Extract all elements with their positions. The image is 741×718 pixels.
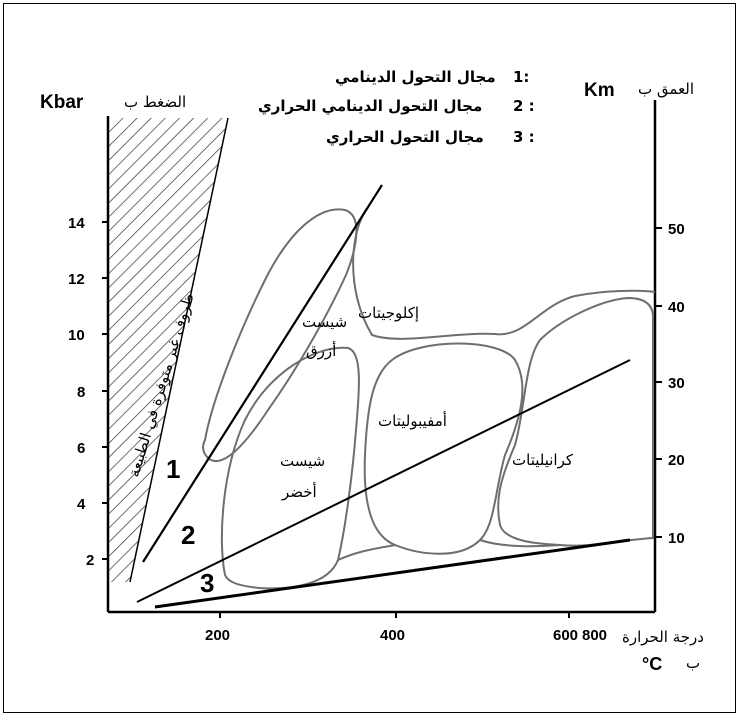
bottom-axis-title-800: 800 — [582, 627, 607, 644]
legend-item-2-num: 2 : — [513, 97, 535, 115]
left-tick-12: 12 — [68, 271, 85, 288]
lower-boundary — [337, 539, 561, 561]
bottom-axis-ticks — [219, 612, 570, 618]
legend-item-3-num: 3 : — [513, 128, 535, 146]
eclogite-boundary — [352, 206, 656, 340]
right-tick-50: 50 — [668, 221, 685, 238]
green-schist-label-1: شيست — [280, 452, 325, 470]
blue-schist-field — [202, 208, 358, 462]
bottom-axis-title-ar-2: ب — [686, 654, 700, 672]
line-thermal — [154, 538, 631, 609]
line-label-3: 3 — [200, 568, 214, 598]
bottom-axis-title-unit: °C — [642, 654, 662, 674]
left-tick-6: 6 — [77, 440, 85, 457]
line-dynamic — [142, 184, 383, 563]
blue-schist-label-1: شيست — [302, 313, 347, 331]
bottom-axis-title-ar: درجة الحرارة — [622, 628, 704, 646]
left-axis-title-unit: Kbar — [40, 92, 84, 113]
regime-lines — [136, 184, 631, 609]
legend-item-3-text: مجال التحول الحراري — [326, 128, 484, 147]
legend-item-2-text: مجال التحول الدينامي الحراري — [258, 97, 482, 116]
legend: مجال التحول الدينامي 1: مجال التحول الدي… — [258, 68, 535, 147]
right-tick-30: 30 — [668, 375, 685, 392]
amphibolite-label: أمفيبوليتات — [378, 411, 447, 430]
facies-outlines — [202, 206, 656, 590]
line-label-2: 2 — [181, 520, 195, 550]
blue-schist-label-2: أزرق — [306, 341, 336, 360]
line-dynamothermal — [136, 359, 631, 603]
unnatural-conditions-zone — [108, 118, 228, 582]
legend-item-1-num: 1: — [513, 68, 529, 86]
right-axis-title-ar: العمق ب — [638, 80, 694, 98]
green-schist-label-2: أخضر — [281, 482, 317, 501]
right-tick-20: 20 — [668, 452, 685, 469]
left-tick-4: 4 — [77, 496, 86, 513]
right-axis-title-unit: Km — [584, 80, 615, 101]
bottom-tick-200: 200 — [205, 627, 230, 644]
bottom-tick-600: 600 — [553, 627, 578, 644]
granulite-field — [497, 296, 654, 547]
unnatural-zone-boundary — [129, 117, 229, 583]
line-label-1: 1 — [166, 454, 180, 484]
left-tick-8: 8 — [77, 384, 85, 401]
right-tick-10: 10 — [668, 530, 685, 547]
left-axis-title-ar: الضغط ب — [124, 93, 186, 111]
bottom-tick-400: 400 — [380, 627, 405, 644]
left-tick-10: 10 — [68, 327, 85, 344]
left-tick-14: 14 — [68, 215, 85, 232]
left-axis-ticks — [102, 221, 108, 560]
legend-item-1-text: مجال التحول الدينامي — [335, 68, 496, 86]
right-axis-ticks — [655, 227, 662, 538]
eclogite-label: إكلوجيتات — [358, 304, 419, 322]
right-tick-40: 40 — [668, 299, 685, 316]
granulite-label: كرانيليتات — [512, 451, 574, 469]
left-tick-2: 2 — [86, 552, 94, 569]
